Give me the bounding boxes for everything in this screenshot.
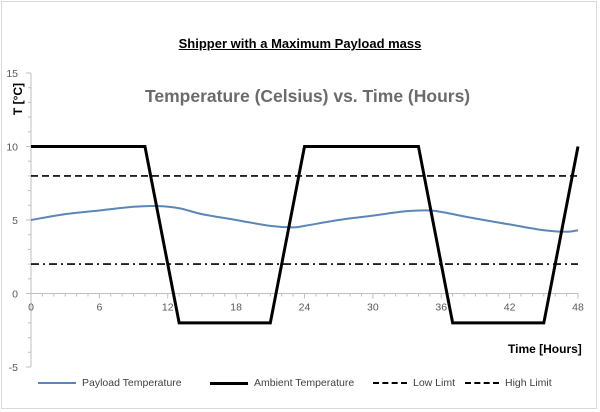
legend-label-high-limit: High Limit xyxy=(505,377,552,389)
legend-item-ambient: Ambient Temperature xyxy=(210,377,354,389)
legend-item-low-limit: Low Limt xyxy=(373,377,455,389)
x-tick-label: 30 xyxy=(367,302,379,314)
x-tick-label: 42 xyxy=(504,302,516,314)
series-layer xyxy=(30,145,580,325)
legend: Payload Temperature Ambient Temperature … xyxy=(0,377,600,393)
chart-title: Shipper with a Maximum Payload mass xyxy=(178,36,422,51)
legend-label-payload: Payload Temperature xyxy=(82,377,182,389)
x-tick-label: 24 xyxy=(299,302,311,314)
legend-label-low-limit: Low Limt xyxy=(413,377,456,389)
y-tick-label: 0 xyxy=(12,289,18,301)
x-tick-label: 6 xyxy=(96,302,102,314)
x-axis-label: Time [Hours] xyxy=(508,342,582,356)
legend-label-ambient: Ambient Temperature xyxy=(254,377,355,389)
series-payload-temperature xyxy=(30,204,579,233)
legend-swatch-high-limit xyxy=(465,382,499,384)
y-tick-label: 15 xyxy=(6,68,18,80)
series-ambient-temperature xyxy=(31,145,580,325)
x-tick-label: 36 xyxy=(435,302,447,314)
legend-item-high-limit: High Limit xyxy=(465,377,552,389)
y-tick-label: 5 xyxy=(12,215,18,227)
y-tick-label: -5 xyxy=(9,362,18,374)
chart-subtitle: Temperature (Celsius) vs. Time (Hours) xyxy=(145,86,471,106)
x-tick-label: 0 xyxy=(28,302,34,314)
legend-swatch-ambient xyxy=(210,381,248,385)
y-tick-label: 10 xyxy=(6,142,18,154)
legend-item-payload: Payload Temperature xyxy=(38,377,182,389)
x-tick-label: 12 xyxy=(162,302,174,314)
x-tick-label: 48 xyxy=(572,302,584,314)
legend-swatch-low-limit xyxy=(373,382,407,384)
legend-swatch-payload xyxy=(38,382,76,384)
x-tick-label: 18 xyxy=(230,302,242,314)
axes: 0 6 12 18 24 30 36 42 48 -5 0 5 10 15 xyxy=(6,68,584,374)
y-axis-label: T [°C] xyxy=(11,82,25,116)
